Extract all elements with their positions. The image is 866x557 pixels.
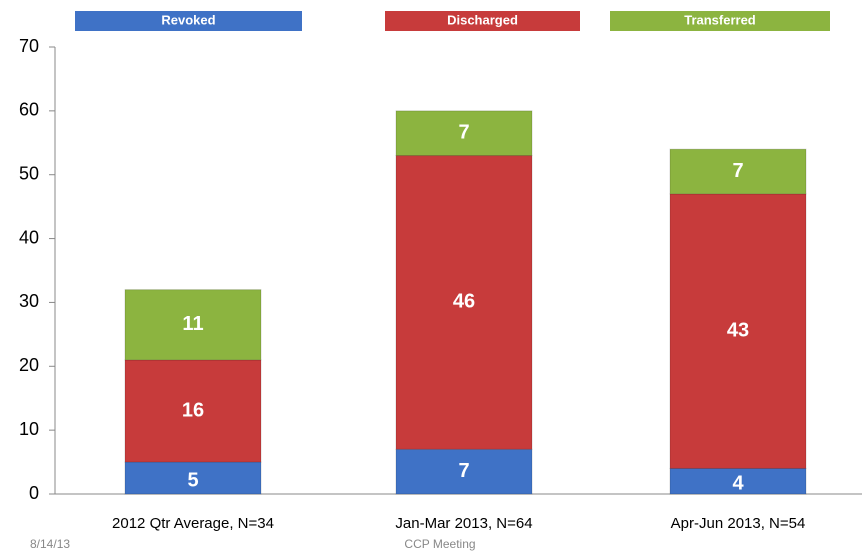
legend-swatch [385, 11, 580, 31]
data-label: 11 [182, 313, 203, 335]
x-tick-label: 2012 Qtr Average, N=34 [112, 515, 274, 532]
bar-segment [669, 193, 807, 469]
x-tick-label: Apr-Jun 2013, N=54 [671, 515, 806, 532]
bar-segment [395, 448, 533, 495]
footer-text: CCP Meeting [404, 537, 475, 551]
data-label: 16 [182, 399, 204, 421]
y-tick-label: 70 [19, 36, 39, 56]
y-tick-label: 30 [19, 291, 39, 311]
legend-label: Transferred [684, 12, 756, 27]
bar-segment [395, 110, 533, 157]
y-tick-label: 50 [19, 163, 39, 183]
y-tick-label: 60 [19, 100, 39, 120]
legend-label: Revoked [161, 12, 215, 27]
data-label: 4 [732, 473, 744, 495]
x-tick-label: Jan-Mar 2013, N=64 [395, 515, 532, 532]
footer-date: 8/14/13 [30, 537, 70, 551]
legend-swatch [610, 11, 830, 31]
y-tick-label: 40 [19, 227, 39, 247]
y-tick-label: 20 [19, 355, 39, 375]
bar-segment [124, 461, 262, 495]
bar-segment [395, 155, 533, 450]
data-label: 43 [727, 319, 749, 341]
data-label: 7 [458, 460, 469, 482]
legend-swatch [75, 11, 302, 31]
y-tick-label: 0 [29, 483, 39, 503]
data-label: 46 [453, 291, 475, 313]
bar-segment [124, 359, 262, 463]
legend-label: Discharged [447, 12, 518, 27]
bar-segment [124, 289, 262, 361]
data-label: 5 [187, 469, 198, 491]
data-label: 7 [458, 121, 469, 143]
bar-segment [669, 148, 807, 195]
y-tick-label: 10 [19, 419, 39, 439]
data-label: 7 [732, 160, 743, 182]
